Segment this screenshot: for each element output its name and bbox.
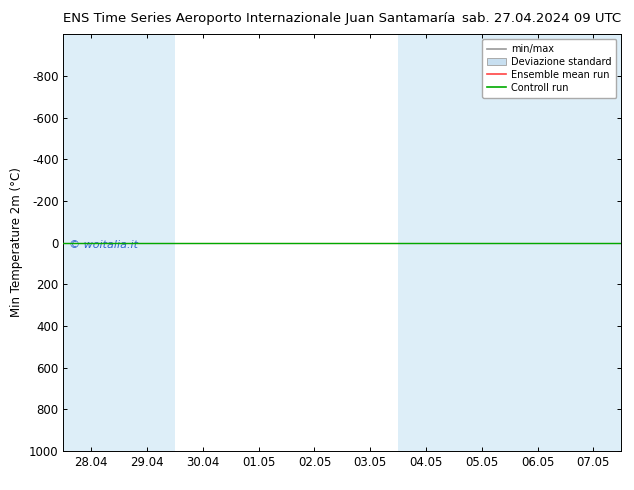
Bar: [566, 34, 621, 451]
Legend: min/max, Deviazione standard, Ensemble mean run, Controll run: min/max, Deviazione standard, Ensemble m…: [482, 39, 616, 98]
Bar: [63, 34, 119, 451]
Text: © woitalia.it: © woitalia.it: [69, 241, 138, 250]
Text: ENS Time Series Aeroporto Internazionale Juan Santamaría: ENS Time Series Aeroporto Internazionale…: [63, 12, 456, 25]
Bar: [398, 34, 454, 451]
Bar: [119, 34, 175, 451]
Bar: [510, 34, 566, 451]
Text: sab. 27.04.2024 09 UTC: sab. 27.04.2024 09 UTC: [462, 12, 621, 25]
Y-axis label: Min Temperature 2m (°C): Min Temperature 2m (°C): [10, 168, 23, 318]
Bar: [454, 34, 510, 451]
